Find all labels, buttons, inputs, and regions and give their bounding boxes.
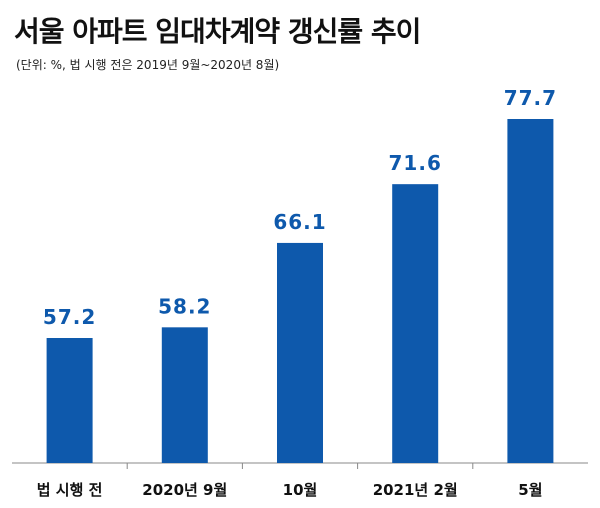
x-tick-label-2: 2020년 9월	[142, 481, 227, 499]
bar-3	[277, 242, 323, 463]
chart-subtitle: (단위: %, 법 시행 전은 2019년 9월~2020년 8월)	[16, 58, 280, 72]
bar-4	[392, 184, 439, 463]
bar-5	[507, 119, 554, 463]
x-tick-label-5: 5월	[518, 481, 542, 499]
data-label-5: 77.7	[504, 86, 557, 110]
data-label-1: 57.2	[43, 305, 96, 329]
x-tick-label-1: 법 시행 전	[37, 481, 103, 499]
bar-1	[46, 338, 93, 463]
chart-title: 서울 아파트 임대차계약 갱신률 추이	[14, 15, 421, 48]
data-label-4: 71.6	[389, 151, 442, 175]
data-label-2: 58.2	[158, 294, 211, 318]
data-label-3: 66.1	[273, 210, 326, 234]
x-tick-label-3: 10월	[283, 481, 318, 499]
x-tick-label-4: 2021년 2월	[373, 481, 458, 499]
bar-2	[161, 327, 208, 463]
